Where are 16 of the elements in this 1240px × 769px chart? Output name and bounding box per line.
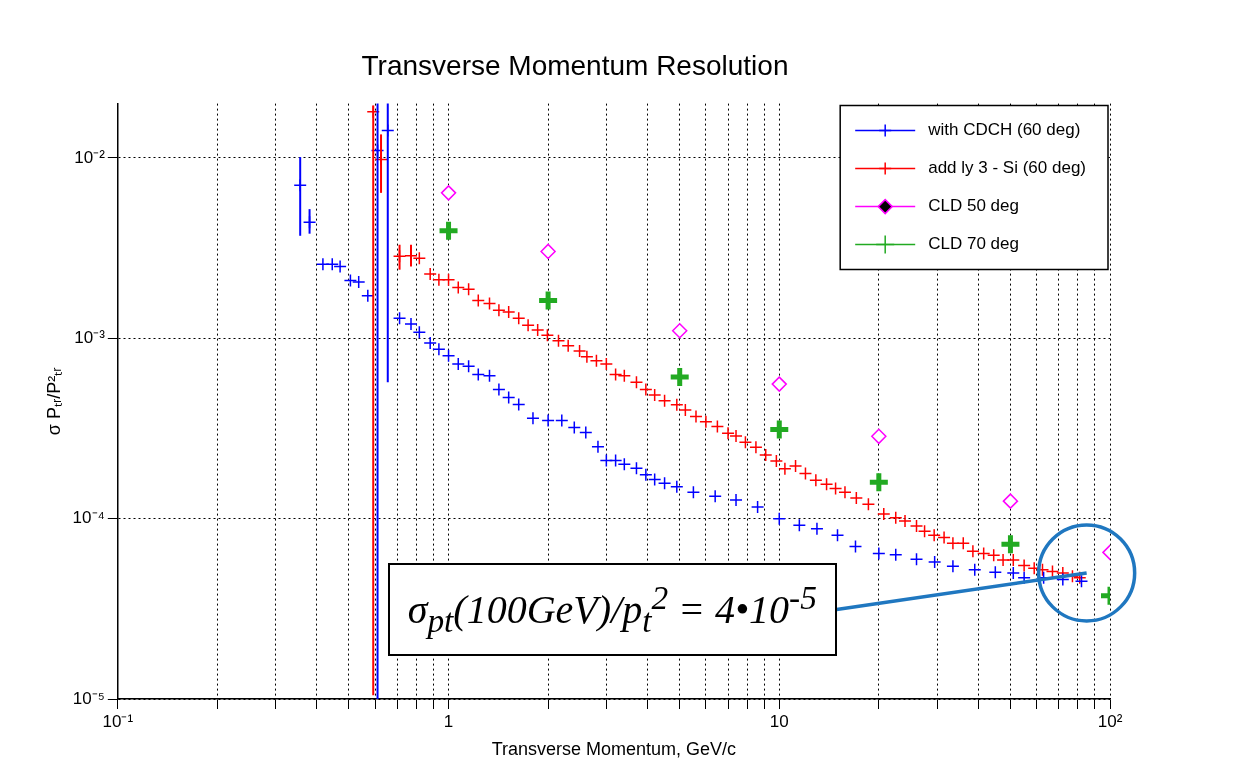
legend-label: add ly 3 - Si (60 deg) <box>928 158 1087 178</box>
chart-title: Transverse Momentum Resolution <box>361 49 789 81</box>
legend-label: CLD 50 deg <box>928 196 1019 216</box>
annotation: σ$_{pt}$(100GeV)/p$_{t}$$^{2}$ = 4•10$^{-5}$ <box>387 562 837 657</box>
x-tick-label: 10⁻¹ <box>102 711 134 731</box>
y-tick-label: 10⁻³ <box>74 327 106 347</box>
y-axis-title: σ Pₜᵣ/P²ₜᵣ <box>43 367 64 436</box>
x-axis-title: Transverse Momentum, GeV/c <box>491 739 737 760</box>
y-tick-label: 10⁻⁴ <box>72 508 105 528</box>
legend-label: with CDCH (60 deg) <box>927 120 1081 140</box>
x-tick-label: 10 <box>769 711 789 731</box>
y-tick-label: 10⁻² <box>74 147 106 167</box>
x-tick-label: 1 <box>443 711 454 731</box>
x-tick-label: 10² <box>1097 711 1123 731</box>
y-tick-label: 10⁻⁵ <box>72 688 105 708</box>
legend-label: CLD 70 deg <box>928 234 1019 254</box>
